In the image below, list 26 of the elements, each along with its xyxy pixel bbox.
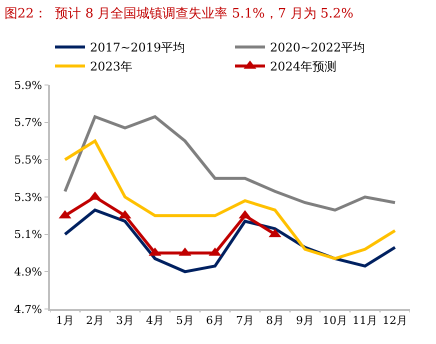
y-tick-label: 5.7% bbox=[14, 116, 42, 130]
legend-label: 2023年 bbox=[90, 60, 133, 74]
x-tick-label: 6月 bbox=[206, 314, 224, 327]
x-tick-label: 11月 bbox=[352, 314, 378, 327]
line-series bbox=[64, 115, 396, 212]
x-tick-label: 10月 bbox=[322, 314, 348, 327]
x-tick-label: 9月 bbox=[296, 314, 314, 327]
x-tick-label: 12月 bbox=[382, 314, 408, 327]
x-tick-label: 2月 bbox=[86, 314, 104, 327]
x-tick-label: 1月 bbox=[56, 314, 74, 327]
y-tick-label: 5.9% bbox=[14, 78, 42, 92]
line-series bbox=[64, 140, 396, 260]
x-tick-label: 5月 bbox=[176, 314, 194, 327]
x-tick-label: 7月 bbox=[236, 314, 254, 327]
y-tick-label: 5.3% bbox=[14, 190, 42, 204]
legend-label: 2020~2022平均 bbox=[270, 40, 366, 55]
x-tick-label: 3月 bbox=[116, 314, 134, 327]
y-tick-label: 5.5% bbox=[14, 154, 42, 167]
y-tick-label: 5.1% bbox=[14, 228, 42, 242]
x-tick-label: 8月 bbox=[266, 314, 284, 327]
legend-label: 2017~2019平均 bbox=[90, 40, 186, 55]
x-tick-label: 4月 bbox=[146, 314, 164, 327]
legend-label: 2024年预测 bbox=[270, 60, 337, 74]
chart-title: 图22： 预计 8 月全国城镇调查失业率 5.1%，7 月为 5.2% bbox=[4, 6, 354, 22]
y-tick-label: 4.9% bbox=[14, 266, 42, 279]
y-tick-label: 4.7% bbox=[14, 302, 42, 316]
